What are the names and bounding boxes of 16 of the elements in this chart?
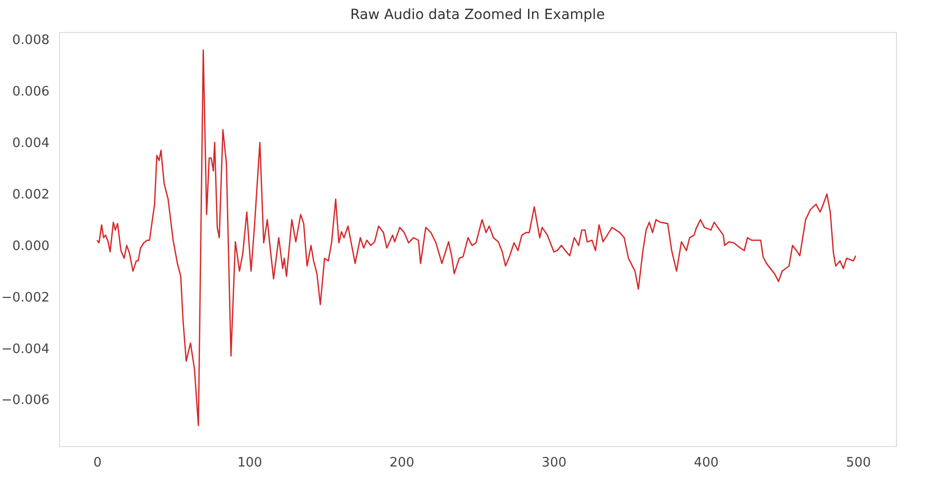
y-tick-label: −0.004 <box>1 342 50 357</box>
x-tick-label: 100 <box>237 456 262 470</box>
chart-title: Raw Audio data Zoomed In Example <box>350 7 605 23</box>
y-tick-label: 0.006 <box>12 84 50 100</box>
x-tick-label: 400 <box>694 456 719 470</box>
y-tick-label: −0.002 <box>1 290 50 306</box>
x-tick-label: 0 <box>93 456 102 470</box>
y-tick-label: 0.004 <box>12 136 50 152</box>
x-tick-label: 500 <box>846 456 871 470</box>
y-tick-label: 0.008 <box>12 33 50 48</box>
line-series <box>96 49 856 426</box>
x-tick-label: 200 <box>389 456 414 470</box>
y-tick-label: 0.000 <box>12 238 50 254</box>
y-tick-label: 0.002 <box>12 188 50 202</box>
x-tick-label: 300 <box>542 456 567 470</box>
y-tick-label: −0.006 <box>1 393 50 408</box>
